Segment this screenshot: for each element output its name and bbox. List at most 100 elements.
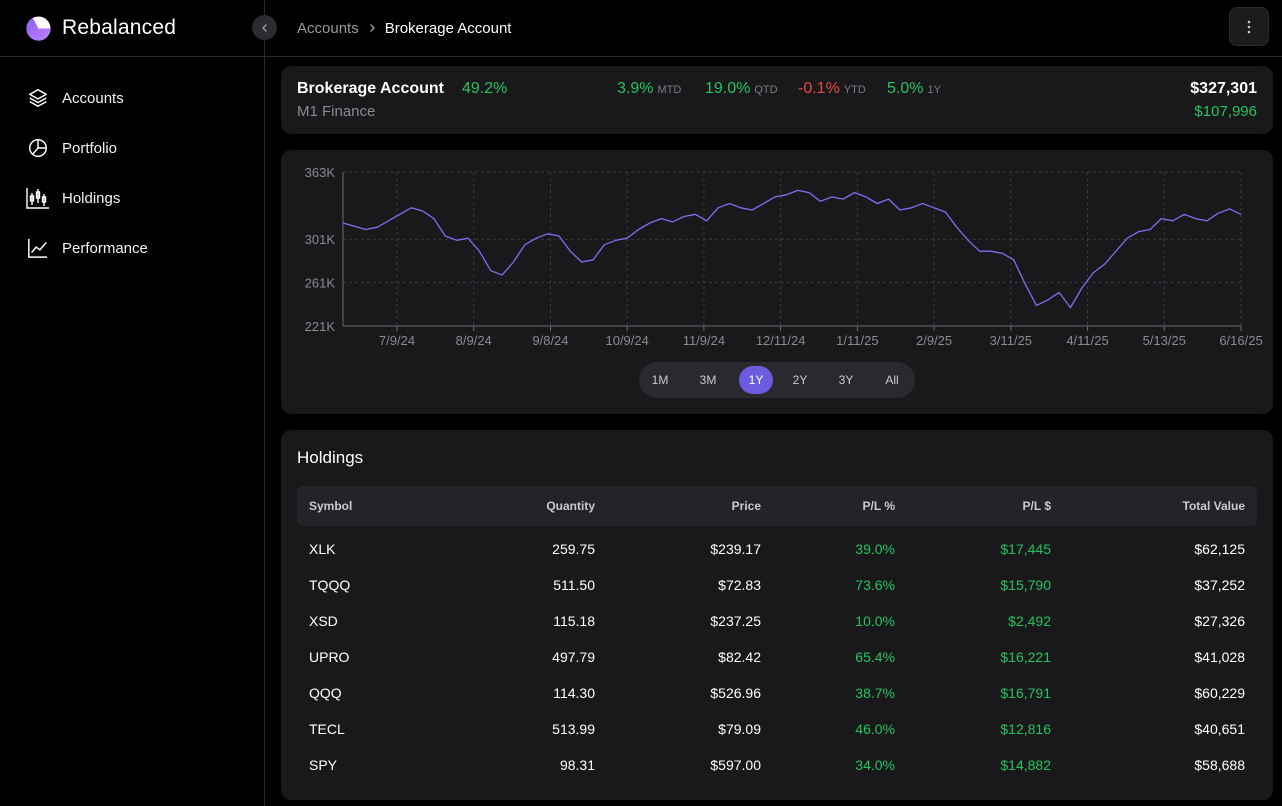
sidebar-item-holdings[interactable]: Holdings [0, 173, 264, 223]
cell-pl-percent: 38.7% [855, 685, 895, 701]
range-1m-button[interactable]: 1M [651, 373, 669, 387]
cell-pl-dollar: $16,221 [1000, 649, 1051, 665]
chevron-left-icon [261, 23, 267, 32]
y-tick-label: 221K [305, 319, 336, 334]
chevron-right-icon [367, 23, 377, 33]
line-chart-icon [26, 236, 50, 260]
cell-pl-percent: 73.6% [855, 577, 895, 593]
one-year-label: 1Y [927, 84, 941, 96]
breadcrumb-accounts-link[interactable]: Accounts [297, 19, 359, 37]
column-header-total-value[interactable]: Total Value [1182, 499, 1245, 513]
x-tick-label: 4/11/25 [1066, 333, 1108, 348]
x-tick-label: 9/8/24 [532, 333, 568, 348]
qtd-label: QTD [754, 84, 778, 96]
cell-total-value: $58,688 [1194, 757, 1245, 773]
column-header-pl-percent[interactable]: P/L % [862, 499, 895, 513]
portfolio-value-line [342, 189, 1242, 309]
table-row[interactable]: TQQQ 511.50 $72.83 73.6% $15,790 $37,252 [297, 567, 1257, 603]
x-tick-label: 2/9/25 [916, 333, 952, 348]
table-row[interactable]: TECL 513.99 $79.09 46.0% $12,816 $40,651 [297, 711, 1257, 747]
holdings-title: Holdings [297, 448, 364, 467]
range-3m-button[interactable]: 3M [699, 373, 717, 387]
ytd-value: -0.1% [798, 80, 840, 97]
cell-symbol: TQQQ [309, 577, 351, 593]
x-tick-label: 12/11/24 [756, 333, 806, 348]
range-2y-button[interactable]: 2Y [792, 373, 808, 387]
x-tick-label: 6/16/25 [1219, 333, 1262, 348]
table-row[interactable]: XSD 115.18 $237.25 10.0% $2,492 $27,326 [297, 603, 1257, 639]
account-broker: M1 Finance [297, 103, 376, 120]
pie-chart-icon [26, 136, 50, 160]
table-body: XLK 259.75 $239.17 39.0% $17,445 $62,125… [297, 526, 1257, 783]
cell-symbol: UPRO [309, 649, 350, 665]
sidebar-item-label: Portfolio [62, 139, 118, 157]
cell-pl-dollar: $15,790 [1000, 577, 1051, 593]
layers-icon [26, 86, 50, 110]
cell-price: $79.09 [718, 721, 761, 737]
table-row[interactable]: UPRO 497.79 $82.42 65.4% $16,221 $41,028 [297, 639, 1257, 675]
cell-total-value: $37,252 [1194, 577, 1245, 593]
mtd-stat: 3.9% MTD [617, 80, 681, 98]
cell-pl-dollar: $12,816 [1000, 721, 1051, 737]
mtd-label: MTD [657, 84, 682, 96]
x-tick-label: 7/9/24 [379, 333, 415, 348]
table-row[interactable]: SPY 98.31 $597.00 34.0% $14,882 $58,688 [297, 747, 1257, 783]
ytd-stat: -0.1% YTD [798, 80, 866, 98]
cell-symbol: XLK [309, 541, 336, 557]
holdings-table: Symbol Quantity Price P/L % P/L $ Total … [297, 486, 1257, 783]
x-tick-label: 5/13/25 [1143, 333, 1186, 348]
cell-quantity: 511.50 [553, 577, 595, 593]
range-all-button[interactable]: All [885, 373, 899, 387]
cell-symbol: QQQ [309, 685, 342, 701]
x-tick-label: 10/9/24 [605, 333, 648, 348]
mtd-value: 3.9% [617, 80, 654, 97]
cell-pl-dollar: $17,445 [1000, 541, 1051, 557]
cell-total-value: $62,125 [1194, 541, 1245, 557]
column-header-symbol[interactable]: Symbol [309, 499, 353, 513]
sidebar-item-portfolio[interactable]: Portfolio [0, 123, 264, 173]
account-total-value: $327,301 [1190, 80, 1257, 97]
table-row[interactable]: XLK 259.75 $239.17 39.0% $17,445 $62,125 [297, 531, 1257, 567]
range-selector: 1M 3M 1Y 2Y 3Y All [639, 362, 915, 398]
more-options-button[interactable] [1229, 7, 1269, 46]
range-1y-button[interactable]: 1Y [739, 366, 773, 394]
cell-pl-dollar: $16,791 [1000, 685, 1051, 701]
range-3y-button[interactable]: 3Y [838, 373, 854, 387]
one-year-value: 5.0% [887, 80, 924, 97]
holdings-card: Holdings Symbol Quantity Price P/L % P/L… [281, 430, 1273, 800]
cell-pl-percent: 39.0% [855, 541, 895, 557]
breadcrumb: Accounts Brokerage Account [297, 20, 511, 37]
cell-symbol: SPY [309, 757, 338, 773]
account-summary-card: Brokerage Account 49.2% M1 Finance 3.9% … [281, 66, 1273, 134]
cell-pl-dollar: $2,492 [1008, 613, 1051, 629]
qtd-value: 19.0% [705, 80, 751, 97]
cell-price: $239.17 [710, 541, 761, 557]
column-header-price[interactable]: Price [731, 499, 761, 513]
logo-icon [26, 15, 51, 41]
sidebar-item-label: Performance [62, 239, 148, 257]
cell-quantity: 114.30 [553, 685, 595, 701]
app-name: Rebalanced [62, 16, 177, 39]
one-year-stat: 5.0% 1Y [887, 80, 941, 98]
breadcrumb-current: Brokerage Account [384, 19, 512, 37]
brand: Rebalanced [0, 0, 264, 57]
cell-pl-percent: 10.0% [855, 613, 895, 629]
table-row[interactable]: QQQ 114.30 $526.96 38.7% $16,791 $60,229 [297, 675, 1257, 711]
account-gain: $107,996 [1194, 103, 1257, 120]
cell-pl-dollar: $14,882 [1000, 757, 1051, 773]
sidebar-item-accounts[interactable]: Accounts [0, 73, 264, 123]
column-header-pl-dollar[interactable]: P/L $ [1022, 499, 1051, 513]
account-name: Brokerage Account [297, 80, 444, 97]
cell-pl-percent: 46.0% [855, 721, 895, 737]
ytd-label: YTD [843, 84, 866, 96]
collapse-sidebar-button[interactable] [252, 15, 277, 40]
cell-quantity: 259.75 [552, 541, 595, 557]
sidebar-nav: Accounts Portfolio [0, 57, 264, 273]
x-tick-label: 1/11/25 [836, 333, 878, 348]
column-header-quantity[interactable]: Quantity [546, 499, 595, 513]
cell-price: $237.25 [710, 613, 761, 629]
account-total-return: 49.2% [462, 80, 508, 97]
cell-total-value: $40,651 [1194, 721, 1245, 737]
sidebar-item-performance[interactable]: Performance [0, 223, 264, 273]
